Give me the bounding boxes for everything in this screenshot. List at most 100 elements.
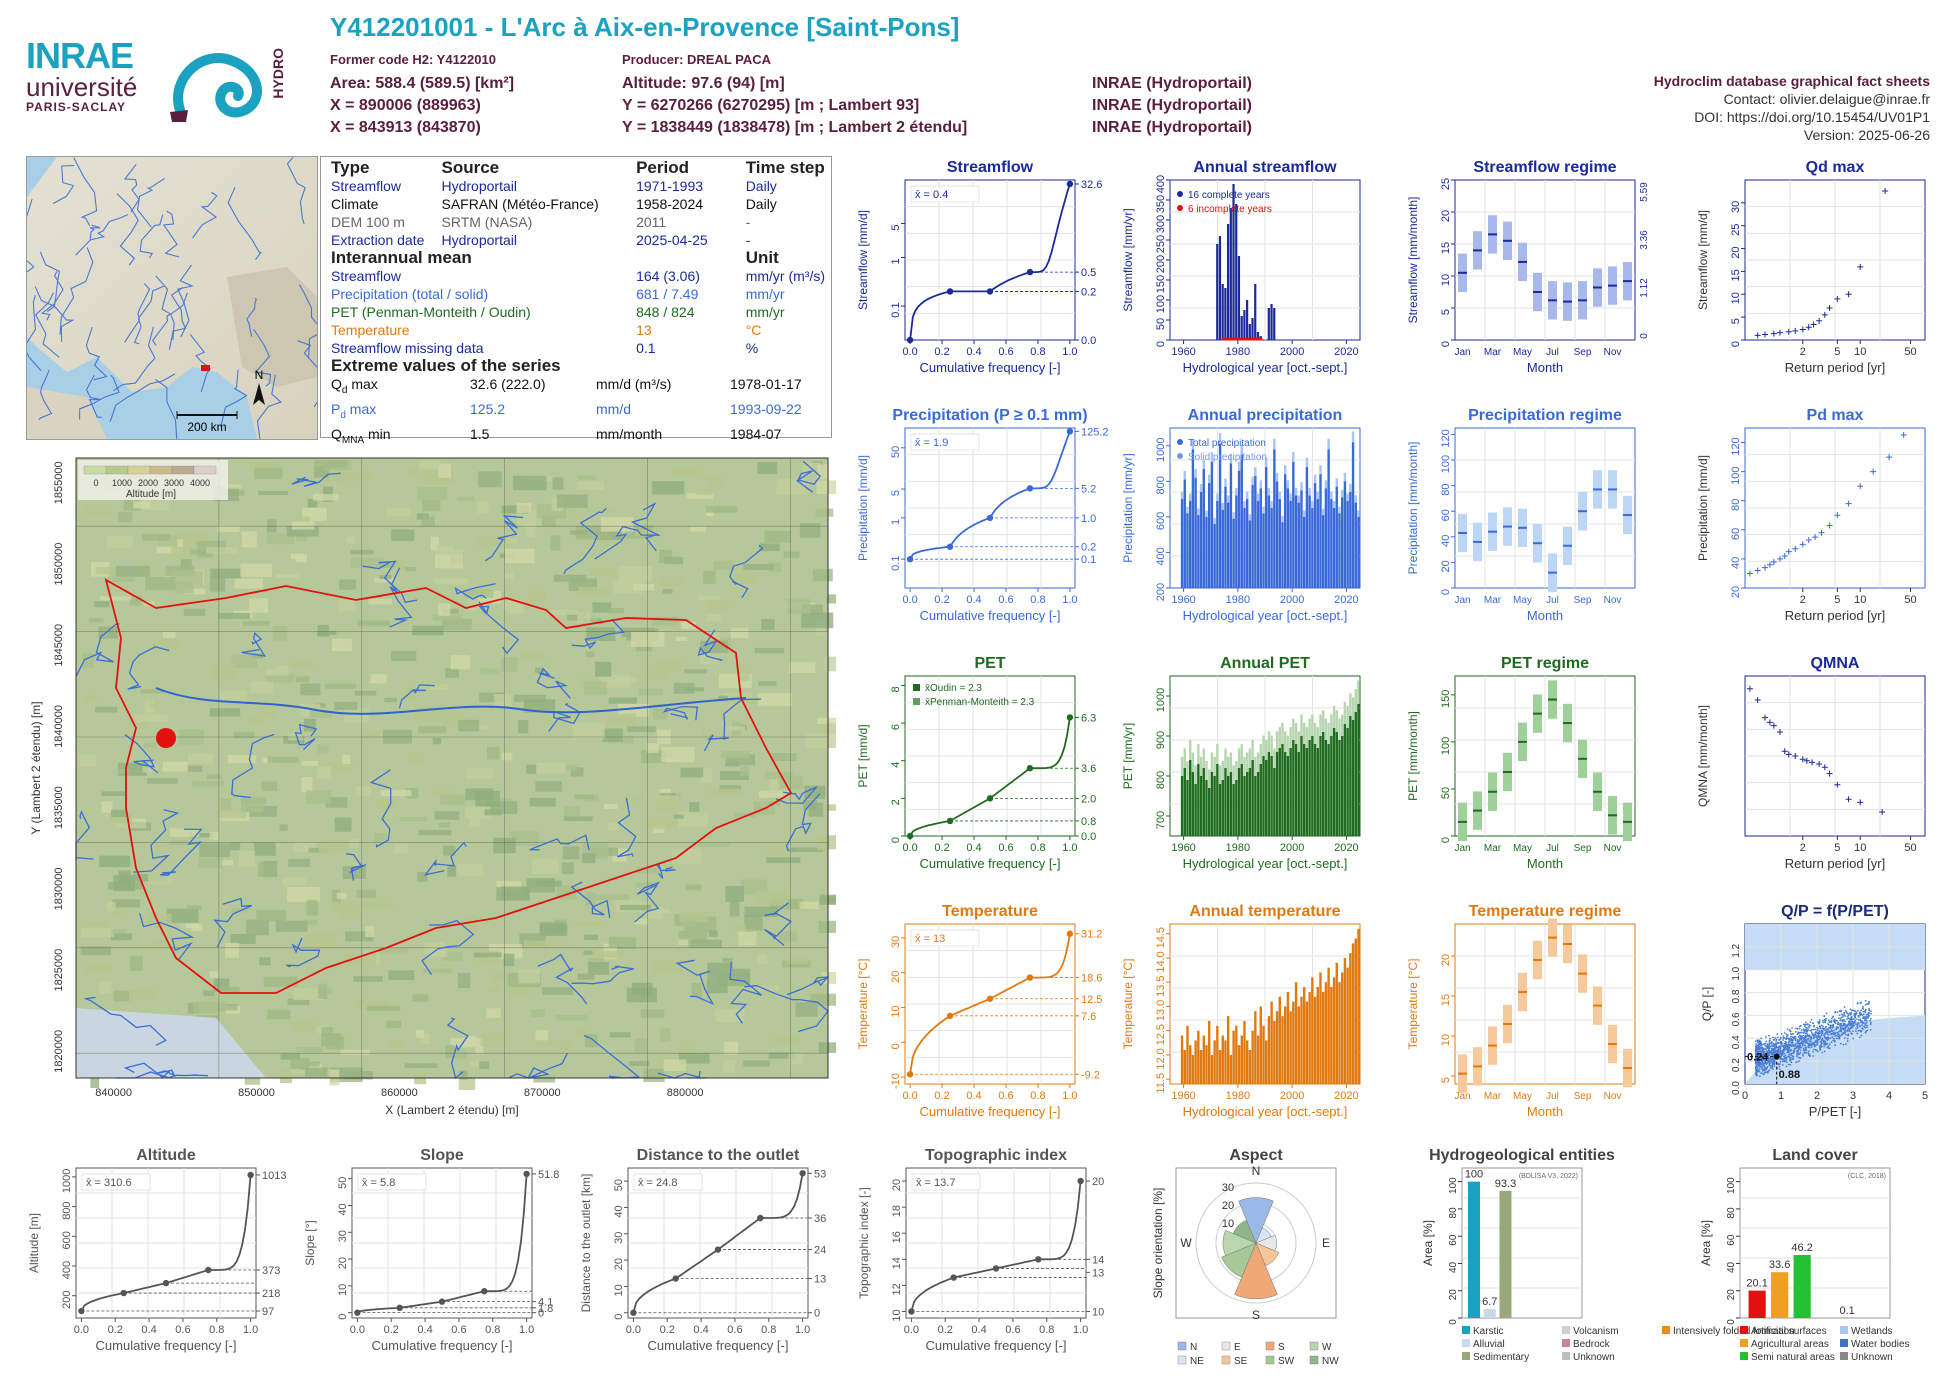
annual-bar-secondary <box>1319 714 1322 736</box>
terrain-patch <box>484 809 502 816</box>
terrain-patch <box>240 563 272 577</box>
annual-bar <box>1186 780 1189 836</box>
terrain-patch <box>282 877 307 886</box>
x-tick-label: 0.6 <box>998 346 1013 358</box>
x-axis-label: Month <box>1527 360 1563 375</box>
y-tick-label: 40 <box>1726 1261 1737 1273</box>
step-cell: Daily <box>745 178 777 194</box>
terrain-patch <box>391 529 415 541</box>
terrain-patch <box>683 687 705 692</box>
quantile-value-label: 1.8 <box>538 1303 553 1315</box>
y-tick-label: 30 <box>1730 201 1742 213</box>
qp-point <box>1783 1055 1785 1058</box>
doi-link[interactable]: DOI: https://doi.org/10.15454/UV01P1 <box>1694 109 1930 125</box>
annual-bar <box>1281 1016 1284 1084</box>
terrain-patch <box>434 578 468 585</box>
quantile-point <box>1035 1256 1042 1263</box>
terrain-patch <box>263 976 298 987</box>
return-period-point <box>1799 541 1806 548</box>
terrain-patch <box>740 765 750 776</box>
river-line <box>571 965 634 985</box>
mean-value: 164 (3.06) <box>636 268 700 284</box>
x-tick-label: 0.6 <box>451 1324 466 1336</box>
terrain-patch <box>95 706 118 713</box>
category-bar <box>1793 1255 1811 1318</box>
qp-point <box>1819 1035 1822 1038</box>
y-tick-label: 20 <box>613 1258 625 1270</box>
qp-point <box>1829 1030 1832 1033</box>
quantile-value-label: -9.2 <box>1081 1069 1100 1081</box>
terrain-patch <box>261 781 278 792</box>
y-axis-label: Streamflow [mm/d] <box>856 210 870 310</box>
y-axis-label: Q/P [-] <box>1700 987 1714 1021</box>
annual-bar <box>1297 502 1300 588</box>
qp-point <box>1777 1063 1779 1066</box>
qp-point <box>1830 1041 1833 1044</box>
terrain-patch <box>697 842 730 847</box>
river-line <box>655 864 676 879</box>
terrain-patch <box>674 914 684 926</box>
qp-point <box>1822 1021 1825 1024</box>
qp-point <box>1769 1065 1772 1067</box>
annual-bar <box>1284 474 1287 588</box>
step-cell: Daily <box>745 196 777 212</box>
terrain-patch <box>336 1032 346 1037</box>
annual-bar-secondary <box>1262 506 1265 514</box>
qp-point <box>1810 1028 1813 1031</box>
annual-bar-secondary <box>1313 474 1317 484</box>
mean-unit: mm/yr (m³/s) <box>745 268 825 284</box>
chart-title: QMNA <box>1811 655 1860 672</box>
y-tick-label: 25 <box>1440 178 1452 190</box>
qp-point <box>1867 1015 1869 1018</box>
terrain-patch <box>101 801 113 813</box>
step-cell: - <box>745 214 751 230</box>
terrain-patch <box>678 939 692 945</box>
annual-bar <box>1216 1025 1219 1084</box>
terrain-patch <box>344 708 370 723</box>
terrain-patch <box>338 472 372 482</box>
annual-bar-secondary <box>1180 756 1184 776</box>
source-cell: SRTM (NASA) <box>441 214 533 230</box>
chart-title: Streamflow <box>947 159 1034 176</box>
x-tick-label: 5 <box>1834 842 1840 854</box>
annual-bar <box>1259 764 1262 836</box>
y-axis-label: Distance to the outlet [km] <box>579 1174 593 1313</box>
legend-marker <box>1177 453 1183 459</box>
x-axis-label: Hydrological year [oct.-sept.] <box>1183 360 1348 375</box>
qp-point <box>1852 1018 1855 1020</box>
qp-point <box>1860 1009 1863 1012</box>
return-period-point <box>1834 295 1841 302</box>
annual-bar <box>1354 502 1357 588</box>
source-1: INRAE (Hydroportail) <box>1092 75 1252 92</box>
terrain-patch <box>350 557 384 568</box>
annual-bar-secondary <box>1270 735 1273 756</box>
x-tick-label: 0.8 <box>1039 1324 1054 1336</box>
quantile-point <box>799 1170 806 1177</box>
terrain-patch <box>690 526 706 532</box>
return-period-point <box>1799 756 1806 763</box>
terrain-patch <box>415 1029 425 1038</box>
qp-point <box>1780 1040 1783 1043</box>
annual-bar-secondary <box>1319 465 1322 475</box>
terrain-patch <box>133 501 151 509</box>
y-tick-label: 40 <box>1440 535 1452 547</box>
river-line <box>192 191 218 239</box>
qp-point <box>1827 1033 1830 1036</box>
qp-point <box>1772 1068 1774 1070</box>
qp-point <box>1866 1024 1868 1027</box>
qp-point <box>1788 1038 1790 1041</box>
qp-point <box>1797 1032 1799 1035</box>
river-line <box>454 583 496 600</box>
terrain-patch <box>258 491 289 496</box>
quantile-value-label: 125.2 <box>1081 426 1109 438</box>
qp-point <box>1802 1031 1805 1034</box>
return-period-point <box>1754 332 1761 339</box>
terrain-patch <box>556 494 588 508</box>
terrain-patch <box>634 918 649 925</box>
annual-bar-secondary <box>1335 478 1338 487</box>
legend-label: Unknown <box>1851 1352 1893 1363</box>
qp-point <box>1805 1032 1808 1034</box>
y-tick-label: 0.8 <box>1731 989 1742 1003</box>
qp-point <box>1771 1051 1774 1054</box>
